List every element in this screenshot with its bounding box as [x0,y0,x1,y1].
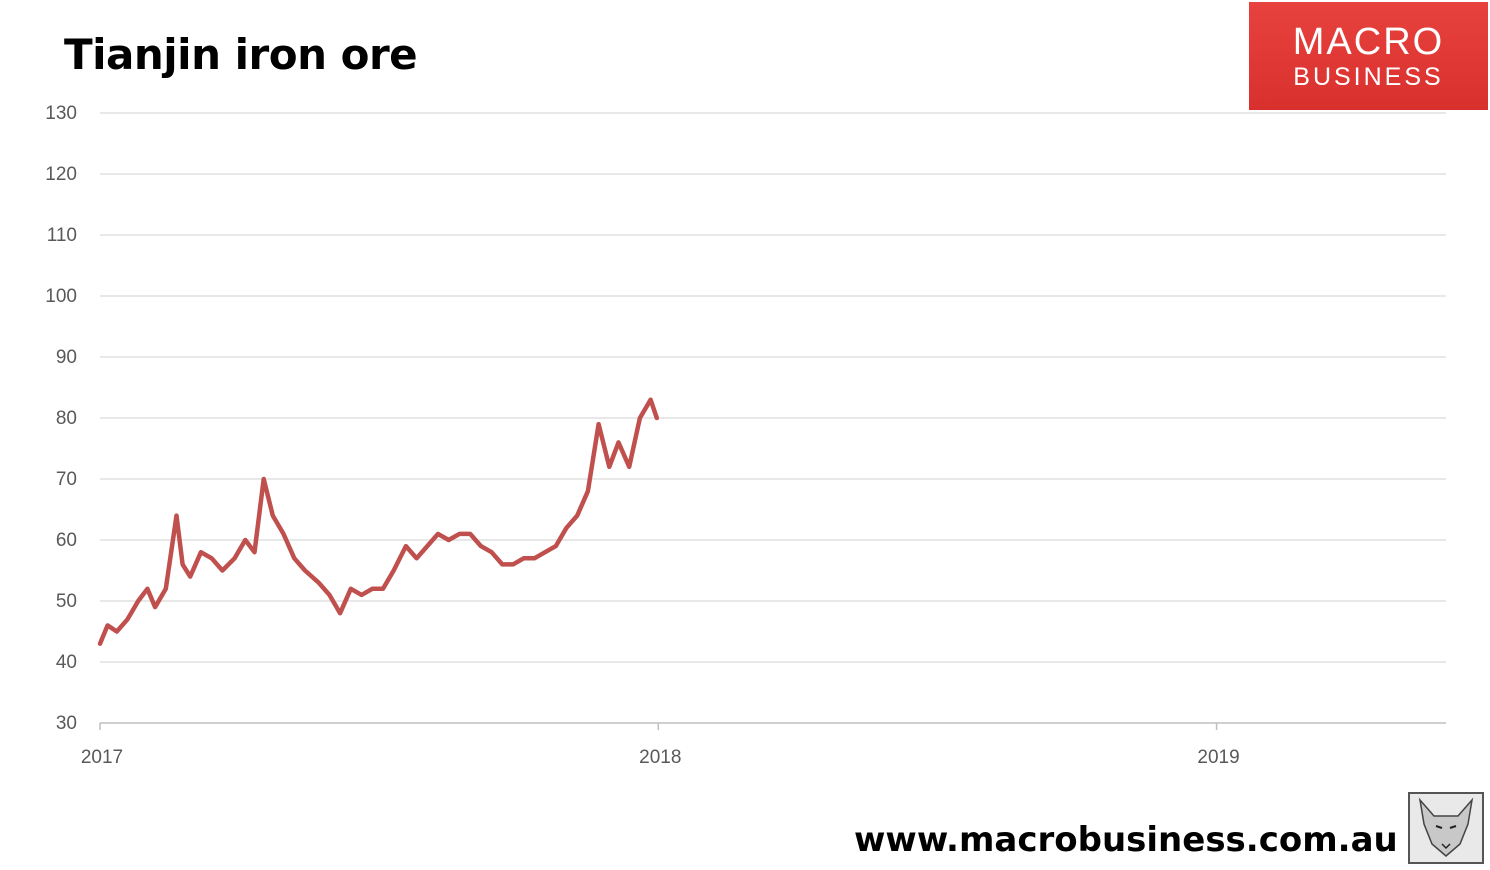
x-tick-label: 2018 [639,747,681,768]
chart-title: Tianjin iron ore [64,30,418,79]
logo-line-macro: MACRO [1292,21,1445,63]
y-tick-label: 30 [56,713,77,734]
y-tick-label: 130 [45,103,77,124]
x-tick-label: 2019 [1197,747,1239,768]
y-tick-label: 70 [56,469,77,490]
y-tick-label: 50 [56,591,77,612]
logo-line-business: BUSINESS [1293,63,1444,91]
y-tick-label: 60 [56,530,77,551]
y-tick-label: 90 [56,347,77,368]
macrobusiness-logo: MACRO BUSINESS [1249,2,1488,110]
y-tick-label: 40 [56,652,77,673]
y-tick-label: 110 [47,225,77,246]
y-tick-label: 120 [45,164,77,185]
footer-url: www.macrobusiness.com.au [854,820,1398,860]
fox-head-icon [1408,792,1484,864]
series-line-0 [97,397,660,646]
x-tick-label: 2017 [81,747,123,768]
y-tick-label: 100 [45,286,77,307]
y-tick-label: 80 [56,408,77,429]
